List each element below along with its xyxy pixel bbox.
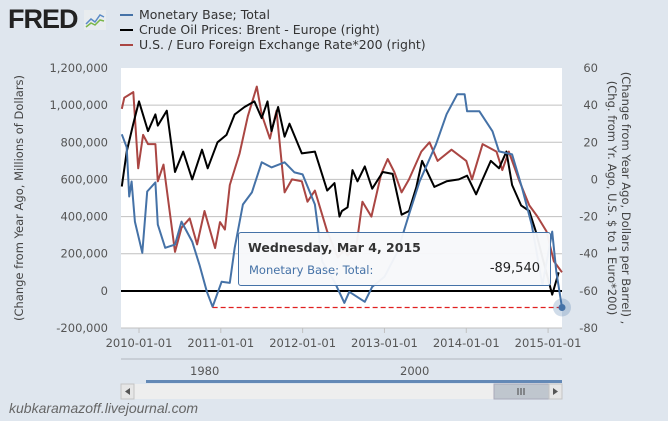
y-tick-label: 600,000	[60, 172, 108, 186]
scrollbar-grip-icon	[517, 388, 525, 395]
legend-label: U.S. / Euro Foreign Exchange Rate*200 (r…	[139, 37, 426, 52]
tooltip: Wednesday, Mar 4, 2015 Monetary Base; To…	[238, 232, 551, 286]
legend-swatch	[120, 28, 133, 31]
series-line-u-s-euro-foreign-exchange-rate-200-right[interactable]	[120, 85, 563, 273]
y-tick-label-right: -40	[579, 247, 598, 261]
y-tick-label-right: -60	[579, 284, 598, 298]
navigator-label-1980: 1980	[190, 364, 219, 378]
watermark: kubkaramazoff.livejournal.com	[9, 400, 199, 416]
x-tick-label: 2013-01-01	[351, 336, 418, 350]
chart-logo-icon	[84, 10, 107, 30]
y-axis-title-right-1: (Change from Year Ago, Dollars per Barre…	[619, 72, 633, 325]
hover-point[interactable]	[558, 303, 566, 311]
y-tick-label: 400,000	[60, 210, 108, 224]
series-line-monetary-base-total[interactable]	[120, 93, 563, 308]
x-tick-label: 2010-01-01	[106, 336, 173, 350]
y-tick-label: -200,000	[56, 321, 108, 335]
plot-area[interactable]	[121, 68, 562, 328]
navigator-series	[146, 380, 562, 383]
y-tick-label-right: 60	[583, 61, 598, 75]
x-tick-label: 2012-01-01	[269, 336, 336, 350]
y-axis-title-left: (Change from Year Ago, Millions of Dolla…	[12, 75, 26, 321]
legend-label: Monetary Base; Total	[139, 7, 270, 22]
y-tick-label-right: 40	[583, 98, 598, 112]
tooltip-series-label: Monetary Base; Total:	[249, 263, 374, 277]
legend-item-brent-oil[interactable]: Crude Oil Prices: Brent - Europe (right)	[120, 22, 426, 37]
y-tick-label: 1,200,000	[49, 61, 108, 75]
series-line-crude-oil-prices-brent-europe-right[interactable]	[120, 100, 560, 296]
arrow-right-icon	[553, 388, 558, 395]
legend-swatch	[120, 43, 133, 46]
y-tick-label-right: -80	[579, 321, 598, 335]
arrow-left-icon	[125, 388, 130, 395]
scrollbar-track[interactable]	[121, 384, 562, 399]
logo-text: FRED	[8, 4, 78, 34]
x-tick-label: 2011-01-01	[187, 336, 254, 350]
y-tick-label: 800,000	[60, 135, 108, 149]
y-axis-title-right-2: (Chg. from Yr. Ago, U.S. $ to 1 Euro*200…	[605, 81, 619, 315]
y-tick-label: 0	[101, 284, 108, 298]
x-tick-label: 2014-01-01	[433, 336, 500, 350]
y-tick-label-right: 20	[583, 135, 598, 149]
legend-item-usd-euro[interactable]: U.S. / Euro Foreign Exchange Rate*200 (r…	[120, 37, 426, 52]
y-tick-label-right: -20	[579, 210, 598, 224]
legend-label: Crude Oil Prices: Brent - Europe (right)	[139, 22, 380, 37]
fred-logo[interactable]: FRED	[8, 4, 107, 35]
tooltip-date: Wednesday, Mar 4, 2015	[248, 240, 421, 255]
y-tick-label: 1,000,000	[49, 98, 108, 112]
legend-item-monetary-base[interactable]: Monetary Base; Total	[120, 7, 426, 22]
navigator-label-2000: 2000	[400, 364, 429, 378]
legend: Monetary Base; Total Crude Oil Prices: B…	[120, 7, 426, 52]
y-tick-label-right: 0	[591, 172, 598, 186]
tooltip-value: -89,540	[489, 261, 540, 276]
legend-swatch	[120, 13, 133, 16]
x-tick-label: 2015-01-01	[515, 336, 582, 350]
y-tick-label: 200,000	[60, 247, 108, 261]
